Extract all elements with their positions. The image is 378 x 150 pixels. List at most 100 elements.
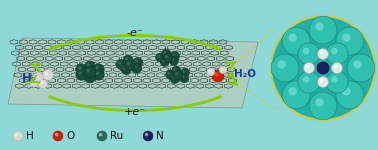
Circle shape [282,27,310,55]
Circle shape [125,60,135,70]
Circle shape [127,62,130,65]
Circle shape [45,72,48,75]
Circle shape [55,133,58,136]
Circle shape [121,64,131,75]
Circle shape [317,62,329,74]
Circle shape [86,68,90,72]
Circle shape [116,60,126,69]
Circle shape [78,66,82,70]
Text: N: N [156,131,164,141]
Circle shape [353,60,362,69]
Circle shape [135,59,138,63]
Circle shape [221,68,223,70]
Circle shape [305,64,310,69]
Circle shape [123,55,133,65]
Circle shape [219,66,227,74]
Circle shape [53,131,63,141]
Circle shape [39,80,48,88]
Circle shape [13,131,23,141]
Circle shape [207,68,215,76]
Circle shape [298,43,320,65]
Circle shape [309,92,337,120]
Circle shape [155,53,164,62]
Circle shape [271,54,299,82]
Circle shape [326,43,348,65]
Circle shape [170,75,179,84]
Circle shape [319,78,324,82]
Circle shape [85,72,96,83]
Circle shape [133,57,143,68]
Circle shape [93,64,104,75]
Circle shape [209,70,211,72]
Text: Ru: Ru [110,131,123,141]
Circle shape [172,76,175,79]
Circle shape [145,133,148,136]
Circle shape [160,57,169,66]
Circle shape [182,70,185,73]
Circle shape [282,81,310,109]
Circle shape [95,66,99,70]
Circle shape [123,66,127,70]
Bar [228,73,233,78]
Circle shape [326,71,348,93]
Circle shape [157,55,160,58]
Circle shape [336,81,364,109]
Circle shape [85,61,96,72]
Circle shape [342,87,350,96]
Text: +e⁻: +e⁻ [124,107,146,117]
Circle shape [163,53,173,63]
Circle shape [143,131,153,141]
Circle shape [30,79,38,87]
Circle shape [162,59,165,62]
Circle shape [172,66,181,75]
Polygon shape [8,38,258,108]
Circle shape [315,98,324,107]
Circle shape [165,55,168,58]
Circle shape [303,76,310,83]
Circle shape [76,69,87,80]
Circle shape [288,33,297,42]
Circle shape [331,76,338,83]
Text: H₂: H₂ [22,72,37,86]
Circle shape [99,133,102,136]
Text: O: O [66,131,74,141]
Text: H₂O: H₂O [234,69,256,79]
Circle shape [181,75,184,78]
Circle shape [162,49,171,58]
Circle shape [15,133,19,136]
Circle shape [169,56,178,65]
Circle shape [212,70,224,82]
Circle shape [125,57,129,60]
Circle shape [167,72,170,75]
Circle shape [298,71,320,93]
Circle shape [309,16,337,44]
Circle shape [95,71,99,75]
Circle shape [271,16,375,120]
Circle shape [173,70,183,80]
Circle shape [133,65,137,69]
Circle shape [166,70,175,79]
Circle shape [42,69,54,81]
Circle shape [87,63,90,67]
Circle shape [319,51,324,54]
Circle shape [174,68,177,71]
Circle shape [331,48,338,54]
Circle shape [342,33,350,42]
Circle shape [315,22,324,31]
Circle shape [180,68,189,77]
Circle shape [93,69,104,80]
Circle shape [303,48,310,54]
Circle shape [97,131,107,141]
Circle shape [288,87,297,96]
Circle shape [171,58,174,61]
Text: H: H [26,131,34,141]
Circle shape [87,74,90,78]
Circle shape [318,48,328,60]
Circle shape [31,81,34,83]
Circle shape [336,27,364,55]
Text: -e⁻: -e⁻ [127,28,143,38]
Circle shape [304,63,314,74]
Circle shape [118,61,121,65]
Circle shape [180,74,189,82]
Circle shape [332,63,342,74]
